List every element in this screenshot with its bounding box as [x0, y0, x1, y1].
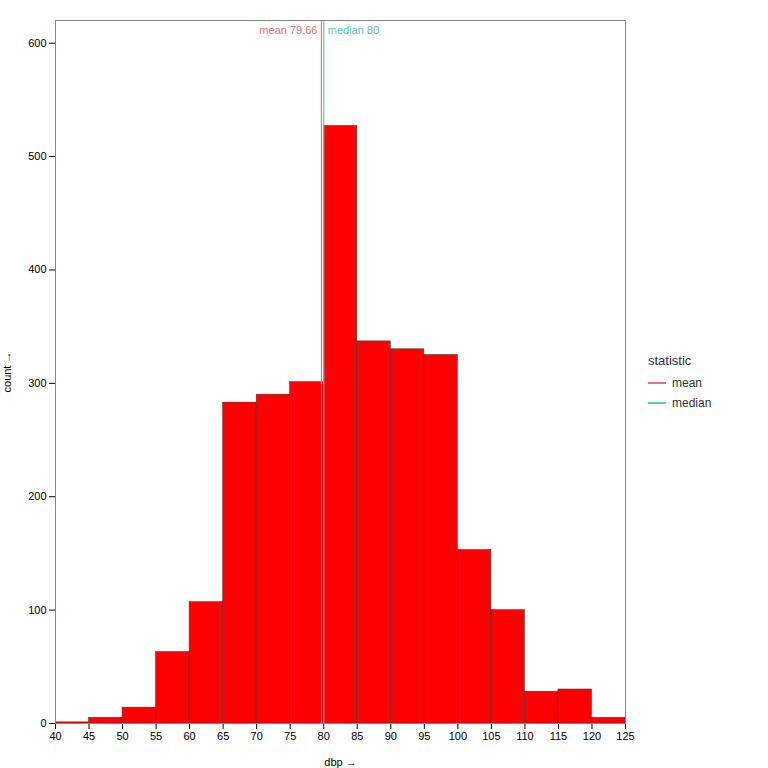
svg-text:120: 120 [583, 730, 601, 742]
svg-text:55: 55 [150, 730, 162, 742]
html-text:mean: mean [672, 375, 702, 390]
svg-text:50: 50 [116, 730, 128, 742]
svg-text:85: 85 [351, 730, 363, 742]
svg-text:median 80: median 80 [328, 24, 379, 36]
svg-text:500: 500 [28, 150, 46, 162]
html-text:statistic: statistic [648, 352, 692, 368]
svg-text:mean 79.66: mean 79.66 [259, 24, 317, 36]
svg-text:65: 65 [217, 730, 229, 742]
svg-text:600: 600 [28, 37, 46, 49]
svg-text:40: 40 [49, 730, 61, 742]
svg-text:75: 75 [284, 730, 296, 742]
svg-text:80: 80 [318, 730, 330, 742]
svg-text:400: 400 [28, 263, 46, 275]
svg-text:100: 100 [28, 604, 46, 616]
svg-text:95: 95 [418, 730, 430, 742]
svg-text:60: 60 [183, 730, 195, 742]
svg-text:0: 0 [40, 717, 46, 729]
svg-text:count →: count → [1, 352, 13, 393]
svg-text:100: 100 [449, 730, 467, 742]
html-text:median: median [672, 395, 712, 410]
svg-text:105: 105 [482, 730, 500, 742]
svg-text:70: 70 [251, 730, 263, 742]
svg-text:dbp →: dbp → [324, 756, 356, 768]
svg-text:45: 45 [83, 730, 95, 742]
svg-text:110: 110 [516, 730, 534, 742]
svg-text:115: 115 [550, 730, 568, 742]
svg-text:200: 200 [28, 490, 46, 502]
svg-text:90: 90 [385, 730, 397, 742]
svg-text:125: 125 [616, 730, 634, 742]
svg-text:300: 300 [28, 377, 46, 389]
